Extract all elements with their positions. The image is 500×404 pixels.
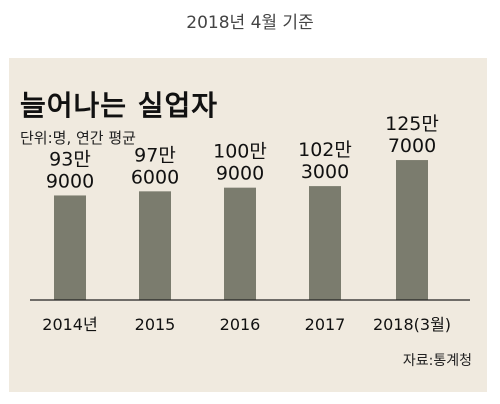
top-caption: 2018년 4월 기준 [186,13,314,33]
chart-unit-label: 단위:명, 연간 평균 [20,129,136,147]
x-tick-label-4: 2018(3월) [373,315,451,334]
source-note: 자료:통계청 [402,353,472,369]
data-label-3-0: 102만 [298,139,352,161]
data-label-0-0: 93만 [49,148,91,170]
bar-4 [396,160,428,300]
data-label-4-0: 125만 [385,113,439,135]
bar-0 [54,195,86,300]
x-tick-label-2: 2016 [220,315,261,334]
data-label-3-1: 3000 [301,161,349,183]
bar-3 [309,186,341,300]
data-label-1-0: 97만 [134,144,176,166]
chart-title: 늘어나는 실업자 [20,89,219,122]
labels-group: 93만90002014년97만60002015100만90002016102만3… [42,113,451,334]
data-label-0-1: 9000 [46,170,94,192]
x-tick-label-0: 2014년 [42,315,97,334]
data-label-1-1: 6000 [131,166,179,188]
data-label-2-1: 9000 [216,163,264,185]
x-tick-label-1: 2015 [135,315,176,334]
data-label-4-1: 7000 [388,135,436,157]
bar-2 [224,187,256,300]
data-label-2-0: 100만 [213,141,267,163]
x-tick-label-3: 2017 [305,315,346,334]
bar-1 [139,191,171,300]
bars-group [54,160,428,300]
